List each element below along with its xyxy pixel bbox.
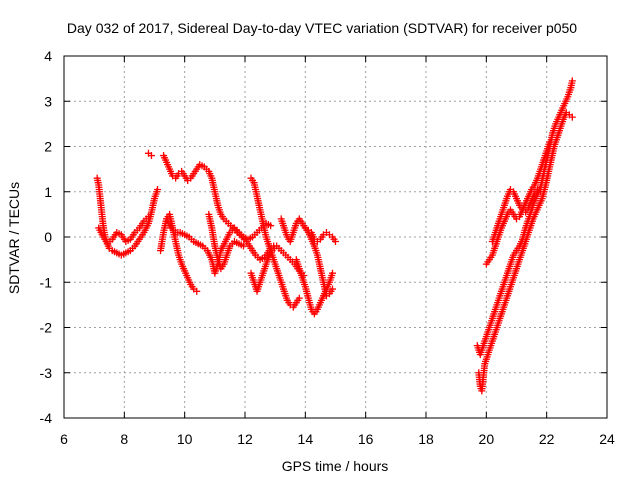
series-track xyxy=(475,109,576,395)
series-track xyxy=(292,256,336,318)
y-tick-labels: 4 3 2 1 0 -1 -2 -3 -4 xyxy=(40,48,53,426)
data-point xyxy=(328,269,336,277)
series-track xyxy=(144,149,155,160)
y-tick-label: 3 xyxy=(44,93,52,109)
data-point xyxy=(332,238,339,246)
x-tick-label: 10 xyxy=(177,431,193,447)
data-point xyxy=(193,287,201,295)
data-point xyxy=(239,242,247,250)
data-point xyxy=(295,294,303,302)
x-tick-label: 8 xyxy=(120,431,128,447)
series-track xyxy=(482,138,554,268)
y-axis-title: SDTVAR / TECUs xyxy=(6,182,22,294)
series-track xyxy=(247,174,303,311)
series-track xyxy=(205,210,247,273)
data-point xyxy=(537,188,545,196)
y-tick-label: 2 xyxy=(44,139,52,155)
x-tick-label: 24 xyxy=(599,431,615,447)
x-tick-label: 12 xyxy=(237,431,253,447)
series-track xyxy=(160,152,278,264)
x-tick-label: 20 xyxy=(479,431,495,447)
x-tick-label: 14 xyxy=(298,431,314,447)
grid xyxy=(64,56,607,418)
x-tick-label: 16 xyxy=(358,431,374,447)
data-point xyxy=(568,77,576,85)
series-track xyxy=(95,213,152,248)
y-tick-label: -2 xyxy=(40,320,53,336)
data-points xyxy=(93,77,576,395)
data-point xyxy=(147,152,155,160)
series-track xyxy=(301,224,339,246)
data-point xyxy=(546,138,554,146)
data-point xyxy=(328,285,336,293)
series-track xyxy=(157,210,201,295)
axis-ticks xyxy=(63,55,608,419)
y-tick-label: -4 xyxy=(40,410,53,426)
y-tick-label: 1 xyxy=(44,184,52,200)
x-tick-label: 22 xyxy=(539,431,555,447)
data-point xyxy=(144,213,152,221)
y-tick-label: 4 xyxy=(44,48,52,64)
data-point xyxy=(154,185,162,193)
y-tick-label: -3 xyxy=(40,365,53,381)
x-tick-labels: 6 8 10 12 14 16 18 20 22 24 xyxy=(60,431,615,447)
y-tick-label: -1 xyxy=(40,274,53,290)
data-point xyxy=(267,222,275,230)
x-tick-label: 18 xyxy=(418,431,434,447)
y-tick-label: 0 xyxy=(44,229,52,245)
x-axis-title: GPS time / hours xyxy=(282,458,389,474)
chart-title: Day 032 of 2017, Sidereal Day-to-day VTE… xyxy=(67,20,577,36)
x-tick-label: 6 xyxy=(60,431,68,447)
data-point xyxy=(568,113,576,121)
